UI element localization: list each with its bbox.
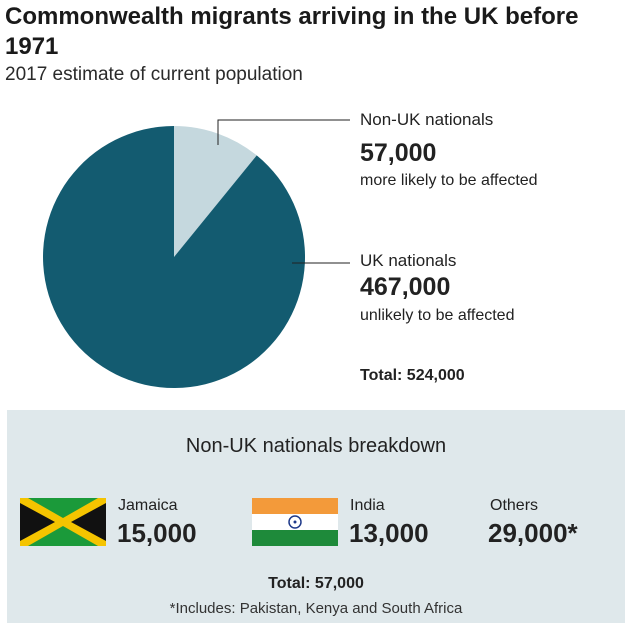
pie-chart	[43, 119, 350, 388]
india-flag-icon	[252, 498, 338, 546]
slice-note-uk: unlikely to be affected	[360, 307, 515, 324]
breakdown-value-jamaica: 15,000	[117, 518, 197, 548]
breakdown-value-india: 13,000	[349, 518, 429, 548]
breakdown-panel: Non-UK nationals breakdown Jamaica 15,00…	[7, 410, 625, 623]
breakdown-country-others: Others	[490, 497, 539, 514]
breakdown-country-jamaica: Jamaica	[118, 497, 178, 514]
slice-value-non-uk: 57,000	[360, 139, 437, 167]
breakdown-title: Non-UK nationals breakdown	[185, 435, 447, 457]
jamaica-flag-icon	[20, 498, 106, 546]
slice-label-non-uk: Non-UK nationals	[360, 110, 494, 129]
chart-title: Commonwealth migrants arriving in the UK…	[5, 3, 579, 60]
chart-subtitle: 2017 estimate of current population	[5, 64, 303, 85]
breakdown-value-others: 29,000*	[488, 518, 578, 548]
pie-slice-non-uk-nationals	[174, 126, 257, 257]
slice-note-non-uk: more likely to be affected	[360, 172, 538, 189]
pie-total: Total: 524,000	[360, 367, 465, 384]
leader-line-non-uk	[217, 119, 350, 145]
slice-value-uk: 467,000	[360, 273, 451, 301]
breakdown-total: Total: 57,000	[268, 575, 364, 592]
pie-slice-uk-nationals	[43, 126, 306, 388]
breakdown-country-india: India	[350, 497, 385, 514]
slice-label-uk: UK nationals	[360, 251, 457, 270]
breakdown-footnote: *Includes: Pakistan, Kenya and South Afr…	[169, 600, 463, 617]
